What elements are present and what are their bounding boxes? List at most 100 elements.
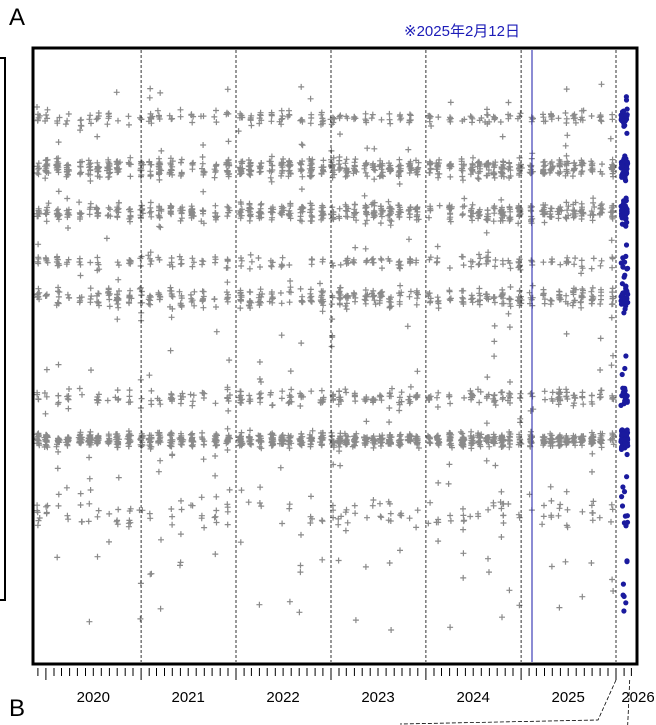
data-point-historical — [363, 396, 370, 403]
data-point-historical — [436, 439, 443, 446]
data-point-historical — [427, 166, 434, 173]
data-point-historical — [378, 514, 385, 521]
data-point-historical — [279, 520, 286, 527]
data-point-historical — [106, 166, 113, 173]
data-point-historical — [414, 205, 421, 212]
data-point-historical — [337, 261, 344, 268]
data-point-historical — [138, 292, 145, 299]
data-point-historical — [406, 211, 413, 218]
data-point-historical — [337, 292, 344, 298]
data-point-historical — [137, 263, 144, 269]
data-point-historical — [434, 298, 441, 305]
data-point-historical — [395, 442, 402, 448]
data-point-historical — [500, 300, 507, 307]
data-point-historical — [562, 172, 569, 179]
data-point-historical — [369, 111, 376, 118]
data-point-historical — [55, 392, 62, 399]
data-point-historical — [35, 166, 42, 172]
data-point-historical — [548, 497, 555, 504]
data-point-historical — [597, 367, 604, 373]
data-point-historical — [426, 112, 433, 119]
data-point-historical — [414, 368, 421, 375]
data-point-historical — [541, 171, 548, 177]
data-point-historical — [212, 259, 219, 266]
data-point-historical — [598, 201, 605, 208]
data-point-historical — [460, 550, 467, 557]
data-point-historical — [190, 392, 197, 399]
data-point-historical — [408, 167, 415, 174]
data-point-historical — [425, 520, 432, 527]
data-point-historical — [351, 393, 358, 400]
data-point-historical — [238, 263, 245, 269]
data-point-historical — [115, 262, 122, 269]
data-point-historical — [212, 434, 219, 441]
data-point-historical — [158, 536, 164, 543]
data-point-historical — [287, 201, 294, 207]
data-point-historical — [386, 205, 393, 212]
data-point-historical — [319, 518, 326, 525]
data-point-historical — [247, 251, 254, 258]
data-point-historical — [64, 214, 71, 221]
data-point-historical — [460, 574, 467, 581]
data-point-historical — [105, 174, 112, 181]
data-point-historical — [491, 174, 498, 181]
data-point-historical — [137, 299, 144, 306]
data-point-recent — [624, 558, 630, 564]
data-point-historical — [425, 395, 432, 402]
data-point-historical — [368, 256, 375, 263]
data-point-historical — [483, 420, 490, 427]
data-point-historical — [371, 202, 378, 209]
data-point-historical — [396, 394, 403, 401]
data-point-historical — [86, 500, 93, 507]
data-point-historical — [397, 512, 404, 518]
marker-date-annotation: ※2025年2月12日 — [404, 23, 520, 40]
data-point-historical — [225, 157, 232, 164]
data-point-historical — [138, 441, 145, 448]
data-point-historical — [199, 436, 206, 443]
data-point-historical — [467, 513, 474, 520]
data-point-historical — [54, 162, 61, 169]
data-point-historical — [369, 435, 375, 442]
data-point-historical — [169, 263, 176, 270]
data-point-historical — [338, 513, 345, 520]
data-point-historical — [476, 251, 482, 258]
data-point-historical — [34, 117, 41, 124]
data-point-historical — [363, 217, 370, 224]
data-point-historical — [106, 538, 112, 545]
data-point-historical — [201, 524, 208, 531]
data-point-historical — [386, 390, 393, 396]
data-point-historical — [565, 203, 572, 210]
data-point-historical — [246, 201, 253, 208]
data-point-historical — [517, 208, 524, 215]
data-point-historical — [255, 255, 262, 261]
data-point-historical — [506, 429, 513, 435]
data-point-historical — [258, 117, 265, 124]
data-point-recent — [621, 300, 627, 307]
data-point-historical — [469, 119, 475, 126]
data-point-historical — [484, 120, 491, 127]
data-point-historical — [540, 168, 547, 175]
data-point-historical — [238, 201, 245, 207]
data-point-historical — [571, 297, 578, 304]
data-point-historical — [475, 158, 482, 165]
data-point-recent — [623, 242, 630, 248]
data-point-historical — [468, 428, 475, 435]
data-point-historical — [386, 258, 393, 264]
data-point-historical — [64, 166, 70, 173]
data-point-historical — [447, 115, 454, 122]
data-point-historical — [364, 145, 371, 152]
data-point-historical — [412, 394, 419, 400]
data-point-recent — [624, 130, 630, 136]
data-point-historical — [297, 403, 304, 409]
data-point-historical — [177, 217, 184, 224]
data-point-historical — [299, 173, 306, 180]
data-point-historical — [168, 443, 175, 450]
data-point-historical — [476, 285, 483, 292]
data-point-historical — [212, 254, 219, 260]
data-point-historical — [565, 259, 572, 266]
data-point-historical — [396, 156, 403, 163]
data-point-historical — [64, 512, 71, 519]
data-point-historical — [286, 445, 293, 452]
data-point-historical — [371, 292, 378, 299]
data-point-historical — [278, 332, 285, 339]
